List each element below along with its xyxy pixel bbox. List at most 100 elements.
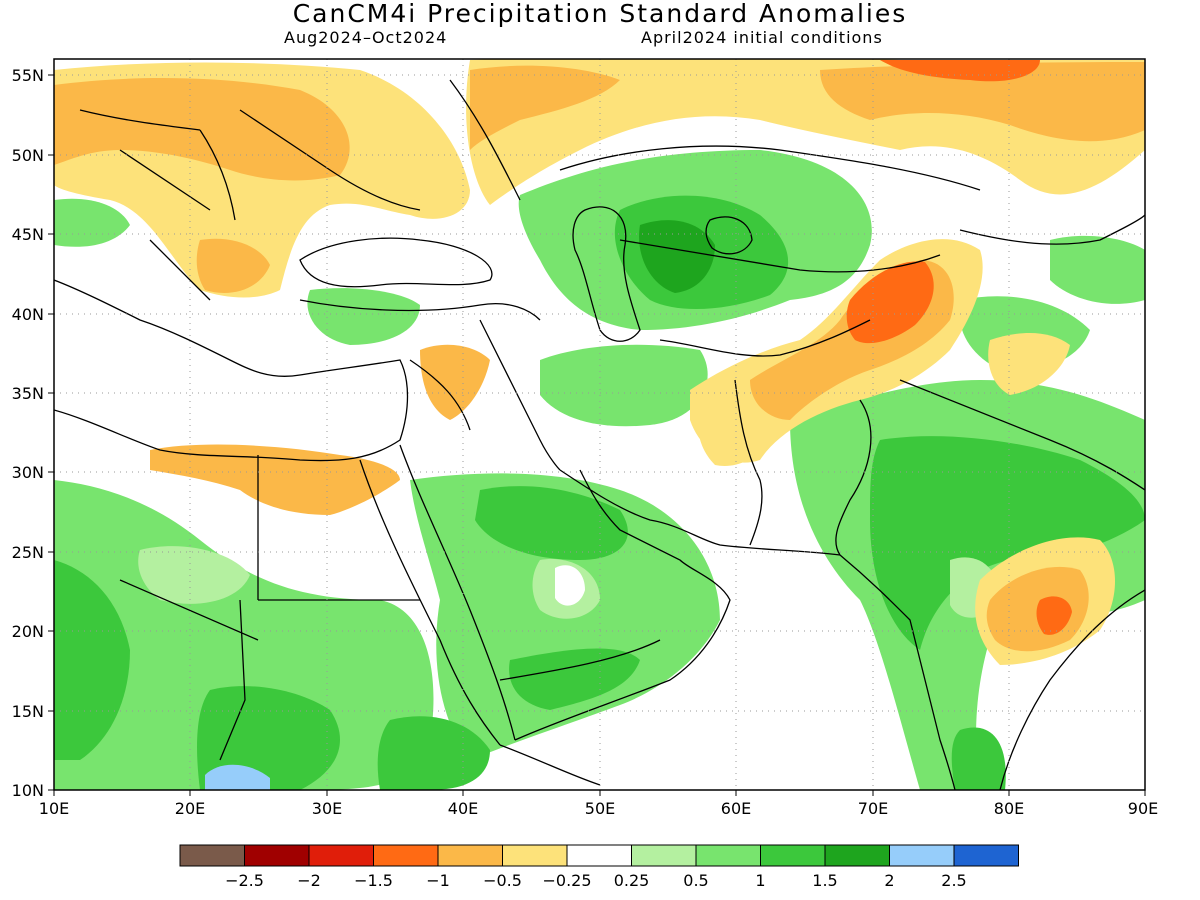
colorbar-label: 0.5 [683,871,708,890]
wet-anomaly-bay-coast [951,727,1006,790]
colorbar-swatch [566,844,632,867]
colorbar-label: −0.5 [483,871,522,890]
lat-label: 15N [12,702,44,721]
colorbar-swatch [824,844,890,867]
colorbar-label: −0.25 [542,871,591,890]
colorbar-swatch [953,844,1019,867]
persian-gulf-coast [559,469,841,556]
india-east-coast [999,589,1145,790]
lat-label: 20N [12,622,44,641]
lon-label: 30E [312,799,342,818]
kazakhstan-north-border [559,145,981,191]
colorbar-label: −2 [297,871,321,890]
colorbar-swatch [179,844,245,867]
tick-marks [48,74,1146,796]
lat-label: 40N [12,305,44,324]
wet-anomaly-turkey [307,288,420,345]
libya-chad-border [119,579,259,641]
colorbar-swatch [308,844,374,867]
initial-conditions: April2024 initial conditions [641,28,883,47]
dry-anomaly-europe-core [54,78,350,181]
iran-afghanistan-border [734,379,763,546]
colorbar-swatch [373,844,439,867]
wet-anomaly-iran [540,344,708,427]
arabia-south-coast [514,469,731,741]
lon-label: 40E [448,799,478,818]
turkey-border [299,299,541,321]
wet-anomaly-yemen [509,648,640,710]
russia-border [449,79,521,201]
lat-label: 35N [12,384,44,403]
wet-anomaly-ethiopia [377,716,490,790]
dry-anomaly-balkans [196,238,270,293]
black-sea-coast [299,237,493,288]
colorbar-swatch [760,844,826,867]
lat-label: 45N [12,225,44,244]
dry-anomaly-siberia-peak [880,60,1040,82]
colorbar-swatch [889,844,955,867]
colorbar-label: 2.5 [941,871,966,890]
dry-anomaly-russia-core [820,62,1145,142]
lat-label: 50N [12,146,44,165]
afghanistan-turkmen-border [659,319,871,357]
aral-sea-coast [705,216,753,255]
wet-anomaly-balkans-w [54,198,130,247]
china-border [959,214,1145,245]
lon-label: 70E [858,799,888,818]
dry-anomaly-iran-east [698,405,770,466]
dry-anomaly-pamir-peak [846,261,934,344]
dry-anomaly-levant [420,344,490,420]
lat-label: 10N [12,781,44,800]
iraq-border [479,319,561,471]
latitude-labels: 55N 50N 45N 40N 35N 30N 25N 20N 15N 10N [12,66,44,800]
kazakhstan-south-border [619,239,941,273]
lat-label: 30N [12,463,44,482]
lon-label: 10E [39,799,69,818]
lon-label: 90E [1128,799,1158,818]
lon-label: 20E [175,799,205,818]
wet-anomaly-sahel-core [54,560,130,760]
colorbar-label: −1.5 [354,871,393,890]
wet-anomaly-india-core [870,436,1145,650]
weak-wet-sahara [138,546,250,604]
dry-anomaly-egypt [150,444,400,515]
lat-label: 55N [12,66,44,85]
colorbar-label: 1 [755,871,765,890]
wet-anomaly-central-asia-peak [639,220,715,293]
wet-anomaly-arabia-core [475,486,628,560]
wet-anomaly-sudan-core [197,686,340,790]
lon-label: 60E [721,799,751,818]
anomaly-fields [54,59,1145,790]
colorbar-swatch [437,844,503,867]
colorbar-label: −1 [426,871,450,890]
colorbar-swatch [244,844,310,867]
lon-label: 80E [994,799,1024,818]
dry-anomaly-east-india-peak [1036,596,1072,635]
colorbar-label: 1.5 [812,871,837,890]
syria-jordan-border [409,359,471,431]
dry-anomaly-volga [470,65,620,150]
colorbar-swatch [631,844,697,867]
red-sea-east-coast [399,444,516,741]
lat-label: 25N [12,543,44,562]
horn-of-africa-coast [499,744,601,786]
colorbar-label: 0.25 [614,871,650,890]
lon-label: 50E [585,799,615,818]
colorbar: −2.5 −2 −1.5 −1 −0.5 −0.25 0.25 0.5 1 1.5 2 2.5 [179,844,1019,890]
longitude-labels: 10E 20E 30E 40E 50E 60E 70E 80E 90E [39,799,1158,818]
chart-title: CanCM4i Precipitation Standard Anomalies [292,0,908,28]
india-west-coast [839,554,956,790]
colorbar-swatch [502,844,568,867]
forecast-period: Aug2024–Oct2024 [284,28,448,47]
very-wet-anomaly-sudan [205,764,270,790]
red-sea-west-coast [359,459,501,746]
mediterranean-coast [54,279,409,462]
coastlines-and-borders [54,79,1145,790]
saudi-yemen-border [499,639,661,681]
caspian-sea-coast [572,206,641,342]
europe-borders [79,109,421,301]
dry-anomaly-tibet [988,333,1070,395]
neutral-patch-arabia [555,565,585,606]
wet-anomaly-mongolia [1050,235,1145,304]
